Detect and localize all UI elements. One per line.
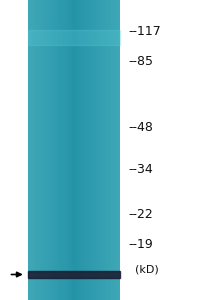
Bar (115, 0, 117, 300)
Bar (63, 0, 65, 300)
Bar (54, 0, 55, 300)
Bar (108, 0, 109, 300)
Bar (94, 0, 95, 300)
Text: --48: --48 (128, 121, 153, 134)
Bar (111, 0, 112, 300)
Bar (71, 0, 72, 300)
Bar (62, 0, 63, 300)
Text: --22: --22 (128, 208, 153, 221)
Bar (83, 0, 85, 300)
Bar (89, 0, 91, 300)
Bar (100, 0, 101, 300)
Bar (112, 0, 114, 300)
Bar (28, 271, 120, 278)
Bar (55, 0, 57, 300)
Bar (43, 0, 45, 300)
Bar (91, 0, 92, 300)
Bar (97, 0, 98, 300)
Bar (48, 0, 49, 300)
Bar (49, 0, 51, 300)
Bar (75, 0, 77, 300)
Bar (40, 0, 42, 300)
Bar (29, 0, 31, 300)
Text: --117: --117 (128, 25, 161, 38)
Bar (42, 0, 43, 300)
Bar (79, 0, 80, 300)
Bar (37, 0, 39, 300)
Bar (80, 0, 82, 300)
Text: --85: --85 (128, 55, 153, 68)
Bar (92, 0, 94, 300)
Bar (66, 0, 68, 300)
Bar (36, 0, 37, 300)
Bar (31, 0, 33, 300)
Bar (118, 0, 120, 300)
Bar (98, 0, 100, 300)
Text: --34: --34 (128, 163, 153, 176)
Text: --19: --19 (128, 238, 153, 251)
Bar (85, 0, 86, 300)
Bar (95, 0, 97, 300)
Bar (52, 0, 54, 300)
Bar (60, 0, 62, 300)
Bar (101, 0, 103, 300)
Bar (104, 0, 106, 300)
Bar (86, 0, 88, 300)
Bar (28, 0, 29, 300)
Bar (72, 0, 74, 300)
Bar (51, 0, 52, 300)
Bar (106, 0, 108, 300)
Bar (117, 0, 118, 300)
Bar (74, 0, 75, 300)
Bar (88, 0, 89, 300)
Bar (82, 0, 83, 300)
Bar (46, 0, 48, 300)
Bar (109, 0, 111, 300)
Bar (68, 0, 69, 300)
Bar (114, 0, 115, 300)
Bar (33, 0, 34, 300)
Bar (57, 0, 58, 300)
Bar (77, 0, 79, 300)
Bar (45, 0, 46, 300)
Bar (65, 0, 66, 300)
Bar (34, 0, 36, 300)
Bar (69, 0, 71, 300)
Text: (kD): (kD) (135, 265, 159, 275)
Bar (103, 0, 104, 300)
Bar (58, 0, 60, 300)
Bar (39, 0, 40, 300)
